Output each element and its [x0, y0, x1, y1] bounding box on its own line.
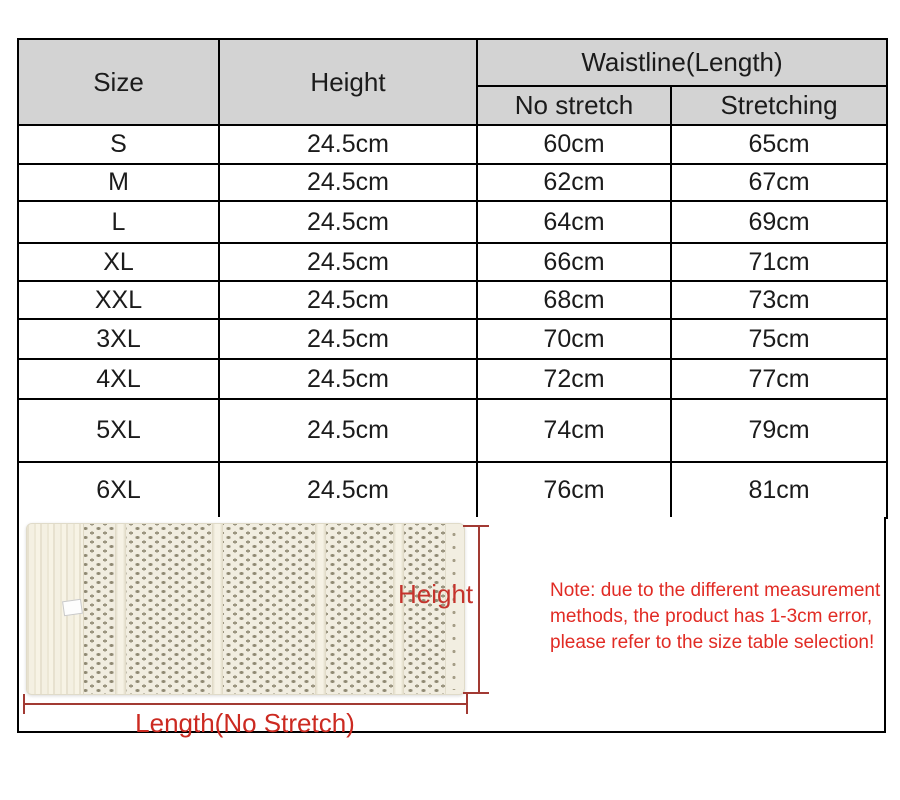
no-stretch-cell: 76cm — [476, 461, 672, 519]
length-dimension-line — [23, 703, 468, 705]
stretching-cell: 71cm — [669, 242, 889, 282]
no-stretch-cell: 74cm — [476, 398, 672, 463]
size-table: Size Height Waistline(Length) No stretch… — [17, 38, 889, 519]
no-stretch-cell: 72cm — [476, 358, 672, 400]
length-dimension-tick-left — [23, 694, 25, 714]
table-row: 5XL 24.5cm 74cm 79cm — [17, 398, 889, 463]
note-line: please refer to the size table selection… — [550, 632, 875, 653]
stretching-cell: 77cm — [669, 358, 889, 400]
size-cell: 4XL — [17, 358, 220, 400]
waist-trainer-product-image — [26, 523, 465, 695]
belt-seam — [212, 524, 223, 694]
belt-seam — [115, 524, 126, 694]
no-stretch-cell: 64cm — [476, 200, 672, 244]
table-row: 4XL 24.5cm 72cm 77cm — [17, 358, 889, 400]
belt-seam — [315, 524, 326, 694]
stretching-cell: 81cm — [669, 461, 889, 519]
col-header-size: Size — [17, 38, 220, 126]
no-stretch-cell: 66cm — [476, 242, 672, 282]
stretching-cell: 73cm — [669, 280, 889, 320]
size-cell: 5XL — [17, 398, 220, 463]
no-stretch-cell: 62cm — [476, 163, 672, 202]
height-cell: 24.5cm — [218, 163, 478, 202]
table-row: XXL 24.5cm 68cm 73cm — [17, 280, 889, 320]
size-cell: M — [17, 163, 220, 202]
no-stretch-cell: 70cm — [476, 318, 672, 360]
table-row: XL 24.5cm 66cm 71cm — [17, 242, 889, 282]
no-stretch-cell: 60cm — [476, 124, 672, 165]
height-cell: 24.5cm — [218, 242, 478, 282]
table-row: M 24.5cm 62cm 67cm — [17, 163, 889, 202]
belt-seam — [393, 524, 404, 694]
size-cell: L — [17, 200, 220, 244]
table-row: 3XL 24.5cm 70cm 75cm — [17, 318, 889, 360]
stretching-cell: 75cm — [669, 318, 889, 360]
col-header-stretching: Stretching — [669, 85, 889, 126]
height-dimension-tick-top — [463, 525, 489, 527]
size-cell: 3XL — [17, 318, 220, 360]
size-cell: XXL — [17, 280, 220, 320]
size-table-header: Size Height Waistline(Length) No stretch… — [17, 38, 889, 126]
stretching-cell: 79cm — [669, 398, 889, 463]
belt-eyelet-strip — [449, 528, 459, 690]
length-label: Length(No Stretch) — [135, 708, 355, 738]
note-line: Note: due to the different measurement — [550, 580, 881, 601]
stretching-cell: 65cm — [669, 124, 889, 165]
height-label: Height — [398, 579, 474, 609]
height-cell: 24.5cm — [218, 358, 478, 400]
size-cell: 6XL — [17, 461, 220, 519]
height-dimension-line — [478, 526, 480, 694]
length-dimension-tick-right — [466, 694, 468, 714]
no-stretch-cell: 68cm — [476, 280, 672, 320]
size-cell: S — [17, 124, 220, 165]
measurement-note: Note: due to the different measurement m… — [550, 578, 880, 656]
height-cell: 24.5cm — [218, 318, 478, 360]
height-dimension-tick-bottom — [463, 692, 489, 694]
stretching-cell: 67cm — [669, 163, 889, 202]
measurement-diagram: Height Length(No Stretch) Note: due to t… — [17, 517, 886, 738]
height-cell: 24.5cm — [218, 200, 478, 244]
table-row: L 24.5cm 64cm 69cm — [17, 200, 889, 244]
note-line: methods, the product has 1-3cm error, — [550, 606, 873, 627]
size-table-body: S 24.5cm 60cm 65cm M 24.5cm 62cm 67cm L … — [17, 124, 889, 519]
height-cell: 24.5cm — [218, 124, 478, 165]
header-row-1: Size Height Waistline(Length) — [17, 38, 889, 126]
stretching-cell: 69cm — [669, 200, 889, 244]
col-header-waistline: Waistline(Length) — [475, 38, 889, 87]
col-header-no-stretch: No stretch — [476, 85, 672, 126]
belt-tag — [62, 598, 83, 617]
size-cell: XL — [17, 242, 220, 282]
col-header-height: Height — [218, 38, 478, 126]
header-row-2: No stretch Stretching — [18, 85, 889, 126]
table-row: 6XL 24.5cm 76cm 81cm — [17, 461, 889, 519]
height-cell: 24.5cm — [218, 461, 478, 519]
height-cell: 24.5cm — [218, 398, 478, 463]
table-row: S 24.5cm 60cm 65cm — [17, 124, 889, 165]
height-cell: 24.5cm — [218, 280, 478, 320]
